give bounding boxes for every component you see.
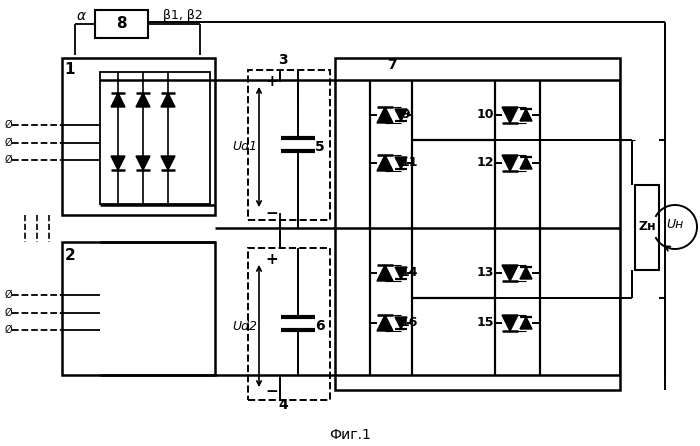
Bar: [635, 185, 659, 270]
Bar: [62, 242, 215, 375]
Text: 6: 6: [315, 319, 325, 333]
Polygon shape: [136, 93, 150, 107]
Text: Фиг.1: Фиг.1: [329, 428, 371, 442]
Polygon shape: [502, 315, 518, 331]
Polygon shape: [377, 107, 393, 123]
Polygon shape: [111, 93, 125, 107]
Text: 16: 16: [401, 317, 419, 330]
Text: 4: 4: [278, 398, 288, 412]
Polygon shape: [136, 156, 150, 170]
Polygon shape: [520, 317, 532, 329]
Polygon shape: [395, 317, 407, 329]
Text: 10: 10: [477, 108, 494, 121]
Text: 2: 2: [64, 248, 76, 263]
Text: Ud2: Ud2: [232, 319, 258, 333]
Polygon shape: [520, 267, 532, 279]
Text: Ø: Ø: [4, 155, 12, 165]
Polygon shape: [395, 109, 407, 121]
Polygon shape: [111, 156, 125, 170]
Polygon shape: [520, 109, 532, 121]
Polygon shape: [502, 155, 518, 171]
Polygon shape: [377, 315, 393, 331]
Polygon shape: [395, 267, 407, 279]
Polygon shape: [161, 156, 175, 170]
Text: 13: 13: [477, 267, 494, 280]
Text: 12: 12: [477, 157, 494, 169]
Text: α: α: [76, 9, 85, 23]
Bar: [62, 58, 215, 215]
Text: Ø: Ø: [4, 120, 12, 130]
Polygon shape: [395, 157, 407, 169]
Text: Uн: Uн: [666, 219, 684, 231]
Text: Ud1: Ud1: [232, 140, 258, 153]
Bar: [100, 72, 210, 204]
Bar: [335, 58, 620, 390]
Text: +: +: [265, 252, 279, 268]
Text: 14: 14: [401, 267, 419, 280]
Text: Ø: Ø: [4, 325, 12, 335]
Bar: [248, 248, 330, 400]
Text: Ø: Ø: [4, 308, 12, 318]
Text: 1: 1: [64, 62, 76, 78]
Text: Zн: Zн: [638, 220, 656, 234]
Text: Ø: Ø: [4, 290, 12, 300]
Polygon shape: [502, 265, 518, 281]
Text: 15: 15: [477, 317, 494, 330]
Text: 7: 7: [387, 58, 397, 72]
Bar: [95, 10, 148, 38]
Text: −: −: [265, 384, 279, 400]
Text: 11: 11: [401, 157, 419, 169]
Text: +: +: [265, 74, 279, 90]
Text: 5: 5: [315, 140, 325, 154]
Polygon shape: [161, 93, 175, 107]
Text: Ø: Ø: [4, 138, 12, 148]
Bar: [248, 70, 330, 220]
Text: 3: 3: [278, 53, 288, 67]
Polygon shape: [520, 157, 532, 169]
Text: β1, β2: β1, β2: [163, 8, 203, 21]
Polygon shape: [502, 107, 518, 123]
Polygon shape: [377, 265, 393, 281]
Text: −: −: [265, 206, 279, 220]
Polygon shape: [377, 155, 393, 171]
Text: 8: 8: [116, 17, 126, 32]
Text: 9: 9: [401, 108, 410, 121]
